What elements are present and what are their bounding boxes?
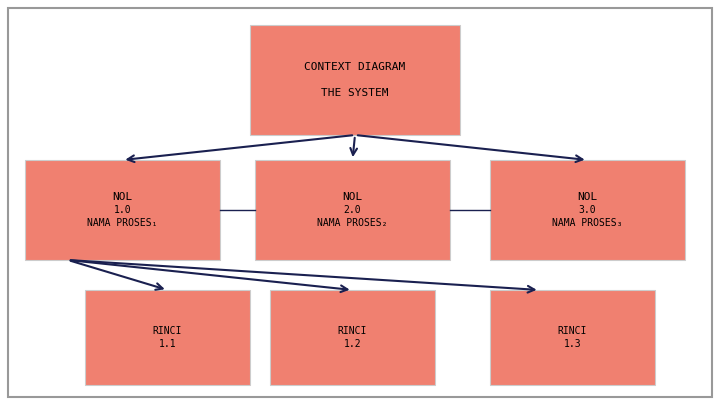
- Bar: [250, 25, 460, 135]
- Bar: [25, 160, 220, 260]
- Text: RINCI: RINCI: [153, 326, 182, 336]
- FancyArrowPatch shape: [71, 260, 534, 292]
- Text: NOL: NOL: [577, 192, 598, 202]
- Bar: [270, 290, 435, 385]
- Text: NAMA PROSES₂: NAMA PROSES₂: [318, 218, 388, 228]
- Bar: [85, 290, 250, 385]
- Text: CONTEXT DIAGRAM: CONTEXT DIAGRAM: [305, 62, 405, 72]
- Text: NAMA PROSES₁: NAMA PROSES₁: [87, 218, 158, 228]
- Text: 1.0: 1.0: [114, 205, 131, 215]
- Text: RINCI: RINCI: [338, 326, 367, 336]
- Bar: [490, 160, 685, 260]
- Text: NAMA PROSES₃: NAMA PROSES₃: [552, 218, 623, 228]
- FancyArrowPatch shape: [71, 260, 348, 292]
- Text: 1.3: 1.3: [564, 339, 581, 349]
- FancyArrowPatch shape: [71, 261, 163, 290]
- Text: THE SYSTEM: THE SYSTEM: [321, 88, 389, 98]
- FancyArrowPatch shape: [127, 135, 352, 162]
- Text: NOL: NOL: [112, 192, 132, 202]
- Bar: [255, 160, 450, 260]
- FancyArrowPatch shape: [358, 135, 582, 162]
- Text: NOL: NOL: [343, 192, 363, 202]
- Text: 3.0: 3.0: [579, 205, 596, 215]
- Text: 1.1: 1.1: [158, 339, 176, 349]
- Text: RINCI: RINCI: [558, 326, 588, 336]
- FancyArrowPatch shape: [351, 138, 357, 155]
- Text: 1.2: 1.2: [343, 339, 361, 349]
- Bar: [490, 290, 655, 385]
- Text: 2.0: 2.0: [343, 205, 361, 215]
